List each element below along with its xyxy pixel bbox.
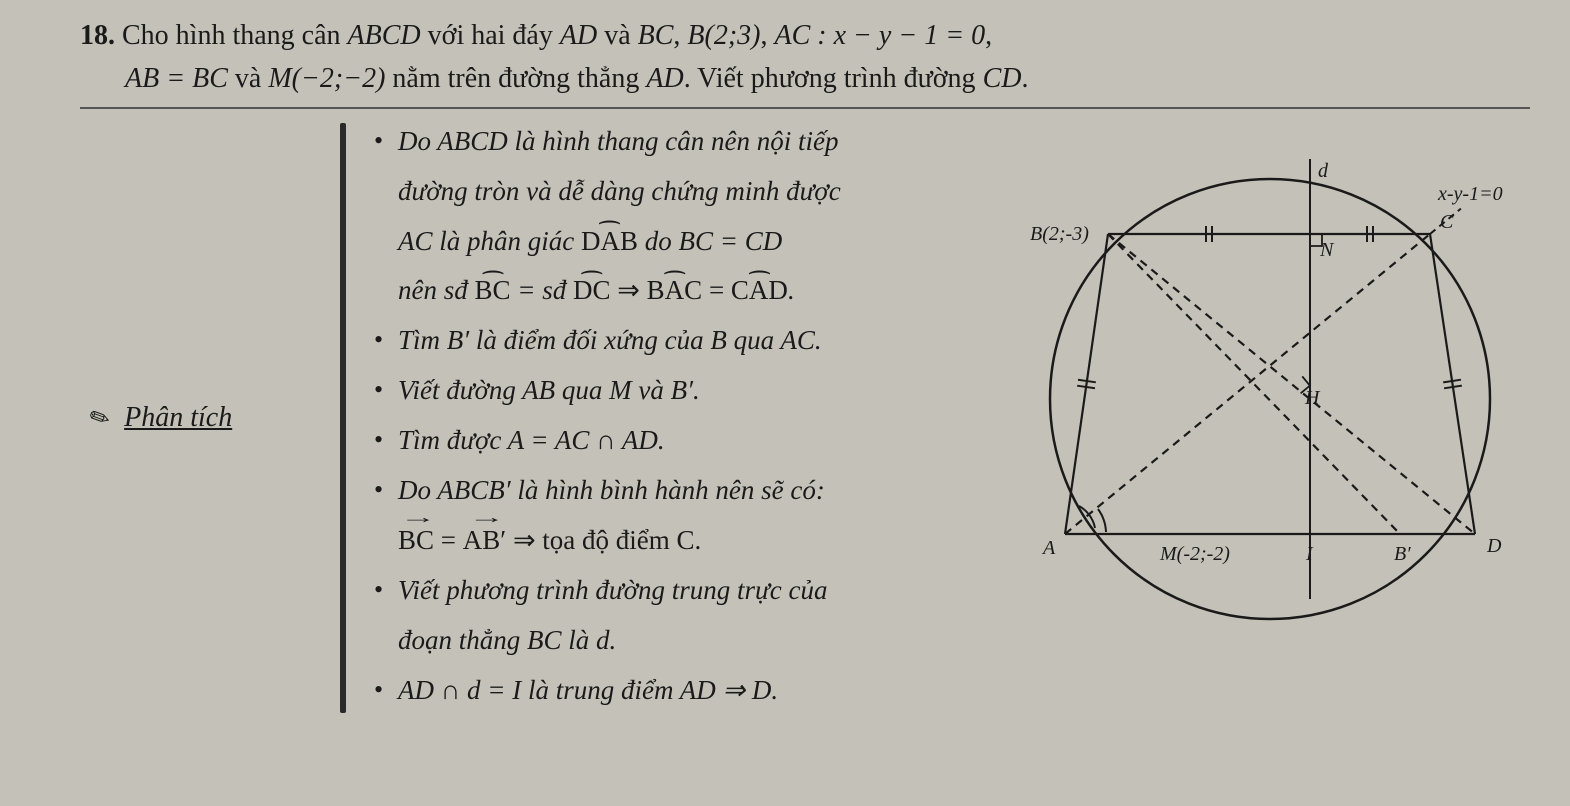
- svg-text:B(2;-3): B(2;-3): [1030, 223, 1089, 245]
- vertical-bar: [340, 123, 346, 714]
- analysis-line: nên sđ BC = sđ DC ⇒ BAC = CAD.: [370, 268, 990, 314]
- analysis-col: Do ABCD là hình thang cân nên nội tiếp đ…: [370, 119, 990, 718]
- text: Viết phương trình đường trung trực của: [398, 575, 827, 605]
- angle: CAD: [731, 268, 788, 314]
- text: AD ∩ d = I là trung điểm AD ⇒ D.: [398, 675, 778, 705]
- math: AB = BC: [125, 63, 228, 94]
- math: AD: [646, 63, 683, 94]
- problem-statement: 18. Cho hình thang cân ABCD với hai đáy …: [80, 14, 1530, 101]
- svg-text:B′: B′: [1394, 543, 1411, 565]
- text: nằm trên đường thẳng: [385, 63, 646, 94]
- analysis-line: Viết phương trình đường trung trực của: [370, 568, 990, 614]
- text: Cho hình thang cân: [122, 20, 348, 51]
- math: AD: [560, 20, 597, 51]
- math: BC: [638, 20, 674, 51]
- divider: [80, 107, 1530, 109]
- arc: BC: [475, 268, 511, 314]
- svg-text:D: D: [1486, 535, 1502, 557]
- svg-text:C: C: [1440, 211, 1454, 233]
- text: và: [228, 63, 268, 94]
- geometry-diagram: A B(2;-3) C D N H M(-2;-2) I B′ d x-y-1=0: [1010, 139, 1530, 659]
- analysis-line: BC = AB′ ⇒ tọa độ điểm C.: [370, 518, 990, 564]
- section-label: Phân tích: [116, 402, 232, 434]
- svg-text:I: I: [1305, 543, 1314, 565]
- text: ,: [985, 20, 992, 51]
- problem-number: 18.: [80, 20, 115, 51]
- angle: BAC: [647, 268, 703, 314]
- text: Do ABCD là hình thang cân nên nội tiếp: [398, 126, 838, 156]
- vector: AB′: [463, 518, 506, 564]
- svg-text:x-y-1=0: x-y-1=0: [1437, 183, 1503, 205]
- svg-text:N: N: [1319, 239, 1335, 261]
- math: M(−2;−2): [268, 63, 385, 94]
- body: ✎ Phân tích Do ABCD là hình thang cân nê…: [80, 119, 1530, 718]
- text: ,: [761, 20, 775, 51]
- analysis-line: đoạn thẳng BC là d.: [370, 618, 990, 664]
- text: với hai đáy: [421, 20, 560, 51]
- math: B(2;3): [687, 20, 760, 51]
- text: đường tròn và dễ dàng chứng minh được: [398, 176, 841, 206]
- math: ABCD: [348, 20, 421, 51]
- vector: BC: [398, 518, 434, 564]
- text: đoạn thẳng BC là d.: [398, 625, 616, 655]
- text: Viết đường AB qua M và B′.: [398, 375, 700, 405]
- math: AC : x − y − 1 = 0: [775, 20, 986, 51]
- svg-text:A: A: [1041, 537, 1056, 559]
- svg-text:H: H: [1304, 387, 1321, 409]
- text: Do ABCB′ là hình bình hành nên sẽ có:: [398, 475, 825, 505]
- text: . Viết phương trình đường: [684, 63, 983, 94]
- text: và: [597, 20, 637, 51]
- analysis-line: đường tròn và dễ dàng chứng minh được: [370, 169, 990, 215]
- analysis-line: AD ∩ d = I là trung điểm AD ⇒ D.: [370, 668, 990, 714]
- text: Tìm B′ là điểm đối xứng của B qua AC.: [398, 325, 822, 355]
- text: ⇒ tọa độ điểm C.: [506, 525, 701, 555]
- analysis-line: Do ABCD là hình thang cân nên nội tiếp: [370, 119, 990, 165]
- pencil-icon: ✎: [85, 401, 115, 436]
- analysis-line: Tìm được A = AC ∩ AD.: [370, 418, 990, 464]
- section-label-col: ✎ Phân tích: [80, 119, 320, 718]
- text: AC là phân giác: [398, 226, 581, 256]
- analysis-line: Tìm B′ là điểm đối xứng của B qua AC.: [370, 318, 990, 364]
- analysis-line: Viết đường AB qua M và B′.: [370, 368, 990, 414]
- text: Tìm được A = AC ∩ AD.: [398, 425, 665, 455]
- math: CD: [983, 63, 1022, 94]
- diagram-col: A B(2;-3) C D N H M(-2;-2) I B′ d x-y-1=0: [1010, 119, 1530, 718]
- text: ,: [673, 20, 687, 51]
- arc: DC: [573, 268, 611, 314]
- svg-text:d: d: [1318, 160, 1329, 182]
- text: .: [1021, 63, 1028, 94]
- svg-text:M(-2;-2): M(-2;-2): [1159, 543, 1230, 565]
